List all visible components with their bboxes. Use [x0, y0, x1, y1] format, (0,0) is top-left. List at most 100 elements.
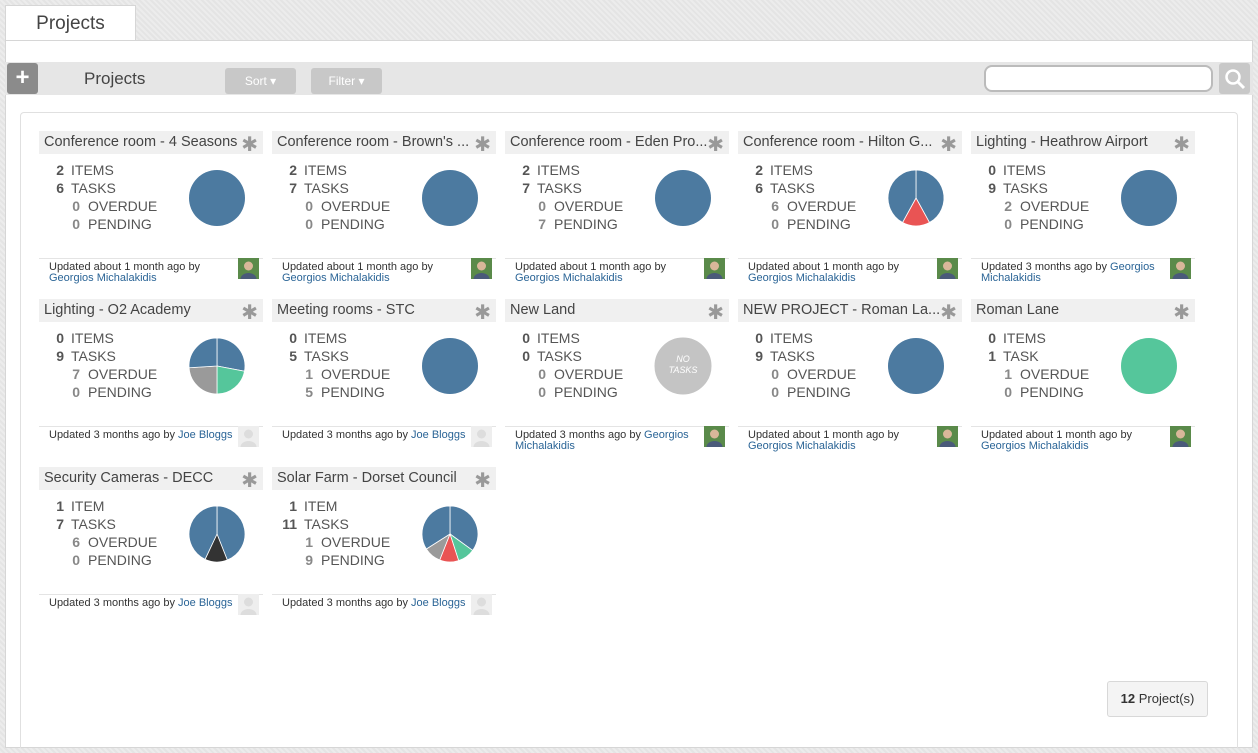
author-link[interactable]: Joe Bloggs [178, 597, 233, 609]
count-label: PENDING [1020, 384, 1084, 400]
avatar-body [939, 273, 956, 279]
count-label: PENDING [554, 216, 618, 232]
project-card[interactable]: Conference room - Hilton G... ✱ 2 ITEMS 6 TAS… [738, 131, 962, 284]
project-card[interactable]: Conference room - Eden Pro... ✱ 2 ITEMS 7 TAS… [505, 131, 729, 284]
count-value: 0 [538, 384, 546, 400]
count-value: 1 [56, 498, 64, 514]
count-label: ITEM [304, 498, 338, 514]
count-value: 1 [289, 498, 297, 514]
updated-label: Updated about 1 month ago by [748, 261, 900, 273]
star-icon[interactable]: ✱ [474, 134, 491, 156]
pie-chart: NO TASKS [653, 336, 713, 396]
author-link[interactable]: Georgios Michalakidis [981, 261, 1155, 284]
star-icon[interactable]: ✱ [241, 134, 258, 156]
star-icon[interactable]: ✱ [940, 134, 957, 156]
star-icon[interactable]: ✱ [707, 134, 724, 156]
avatar-head [943, 429, 952, 439]
pie-chart [1121, 338, 1177, 394]
star-icon[interactable]: ✱ [474, 302, 491, 324]
author-link[interactable]: Georgios Michalakidis [748, 440, 856, 452]
count-value: 9 [56, 348, 64, 364]
project-card[interactable]: NEW PROJECT - Roman La... ✱ 0 ITEMS 9 TASKS 0 O… [738, 299, 962, 452]
star-icon[interactable]: ✱ [707, 302, 724, 324]
project-card[interactable]: Roman Lane ✱ 0 ITEMS 1 TASK 1 OVERDUE 0 PENDING Up… [971, 299, 1195, 452]
count-label: PENDING [88, 552, 152, 568]
count-value: 0 [988, 330, 996, 346]
avatar [704, 258, 725, 279]
count-label: PENDING [1020, 216, 1084, 232]
star-icon[interactable]: ✱ [241, 470, 258, 492]
count-value: 2 [755, 162, 763, 178]
count-value: 0 [1004, 384, 1012, 400]
project-title: Security Cameras - DECC [44, 470, 214, 486]
count-label: OVERDUE [321, 534, 391, 550]
pie-slice [888, 338, 944, 394]
project-card[interactable]: Lighting - Heathrow Airport ✱ 0 ITEMS 9 TASKS… [971, 131, 1195, 284]
sort-button[interactable]: Sort ▾ [225, 68, 296, 94]
avatar-head [477, 429, 486, 439]
card-header [39, 467, 263, 490]
updated-label: Updated about 1 month ago by [515, 261, 667, 273]
updated-text: Updated about 1 month ago by Georgios Mi… [748, 430, 938, 452]
count-value: 6 [56, 180, 64, 196]
count-value: 1 [305, 366, 313, 382]
count-value: 0 [771, 366, 779, 382]
card-footer-line [738, 426, 962, 427]
count-value: 0 [771, 384, 779, 400]
project-card[interactable]: Solar Farm - Dorset Council ✱ 1 ITEM 11 TASKS… [272, 467, 496, 617]
pie-empty [653, 336, 713, 396]
star-icon[interactable]: ✱ [1173, 134, 1190, 156]
author-link[interactable]: Georgios Michalakidis [282, 272, 390, 284]
search-button[interactable] [1219, 63, 1250, 94]
author-link[interactable]: Joe Bloggs [178, 429, 233, 441]
author-link[interactable]: Joe Bloggs [411, 429, 466, 441]
count-value: 6 [755, 180, 763, 196]
count-label: TASKS [304, 180, 349, 196]
project-card[interactable]: Conference room - Brown's ... ✱ 2 ITEMS 7 TAS… [272, 131, 496, 284]
author-link[interactable]: Georgios Michalakidis [515, 429, 689, 452]
updated-label: Updated about 1 month ago by [282, 261, 434, 273]
pie-label: NO TASKS [668, 354, 698, 375]
count-label: TASKS [770, 180, 815, 196]
avatar-body [473, 609, 490, 615]
author-link[interactable]: Georgios Michalakidis [748, 272, 856, 284]
avatar [238, 258, 259, 279]
project-card[interactable]: Meeting rooms - STC ✱ 0 ITEMS 5 TASKS 1 OVERDUE… [272, 299, 496, 449]
star-icon[interactable]: ✱ [241, 302, 258, 324]
filter-button[interactable]: Filter ▾ [311, 68, 382, 94]
card-header [505, 299, 729, 322]
project-title: NEW PROJECT - Roman La... [743, 302, 941, 318]
author-link[interactable]: Georgios Michalakidis [515, 272, 623, 284]
pie-chart [422, 170, 478, 226]
author-link[interactable]: Georgios Michalakidis [49, 272, 157, 284]
count-label: ITEMS [770, 330, 813, 346]
count-value: 5 [305, 384, 313, 400]
star-icon[interactable]: ✱ [940, 302, 957, 324]
count-label: TASKS [304, 516, 349, 532]
project-card[interactable]: New Land ✱ 0 ITEMS 0 TASKS 0 OVERDUE 0 PENDING NO … [505, 299, 729, 452]
star-icon[interactable]: ✱ [1173, 302, 1190, 324]
search-input[interactable] [984, 65, 1213, 92]
add-button[interactable]: + [7, 63, 38, 94]
count-value: 11 [282, 516, 297, 532]
project-card[interactable]: Conference room - 4 Seasons ✱ 2 ITEMS 6 TASKS… [39, 131, 263, 284]
updated-text: Updated about 1 month ago by Georgios Mi… [981, 430, 1171, 452]
project-card[interactable]: Lighting - O2 Academy ✱ 0 ITEMS 9 TASKS 7 OVERD… [39, 299, 263, 449]
tab[interactable]: Projects [5, 5, 136, 40]
project-title: New Land [510, 302, 576, 318]
pie-slice [216, 337, 246, 372]
count-label: PENDING [321, 384, 385, 400]
avatar [704, 426, 725, 447]
author-link[interactable]: Joe Bloggs [411, 597, 466, 609]
author-link[interactable]: Georgios Michalakidis [981, 440, 1089, 452]
count-value: 0 [771, 216, 779, 232]
star-icon[interactable]: ✱ [474, 470, 491, 492]
count-label: OVERDUE [1020, 366, 1090, 382]
count-label: PENDING [88, 384, 152, 400]
project-card[interactable]: Security Cameras - DECC ✱ 1 ITEM 7 TASKS 6 OVER… [39, 467, 263, 617]
updated-text: Updated about 1 month ago by Georgios Mi… [282, 262, 472, 284]
count-value: 1 [305, 534, 313, 550]
avatar [238, 594, 259, 615]
count-value: 0 [522, 330, 530, 346]
